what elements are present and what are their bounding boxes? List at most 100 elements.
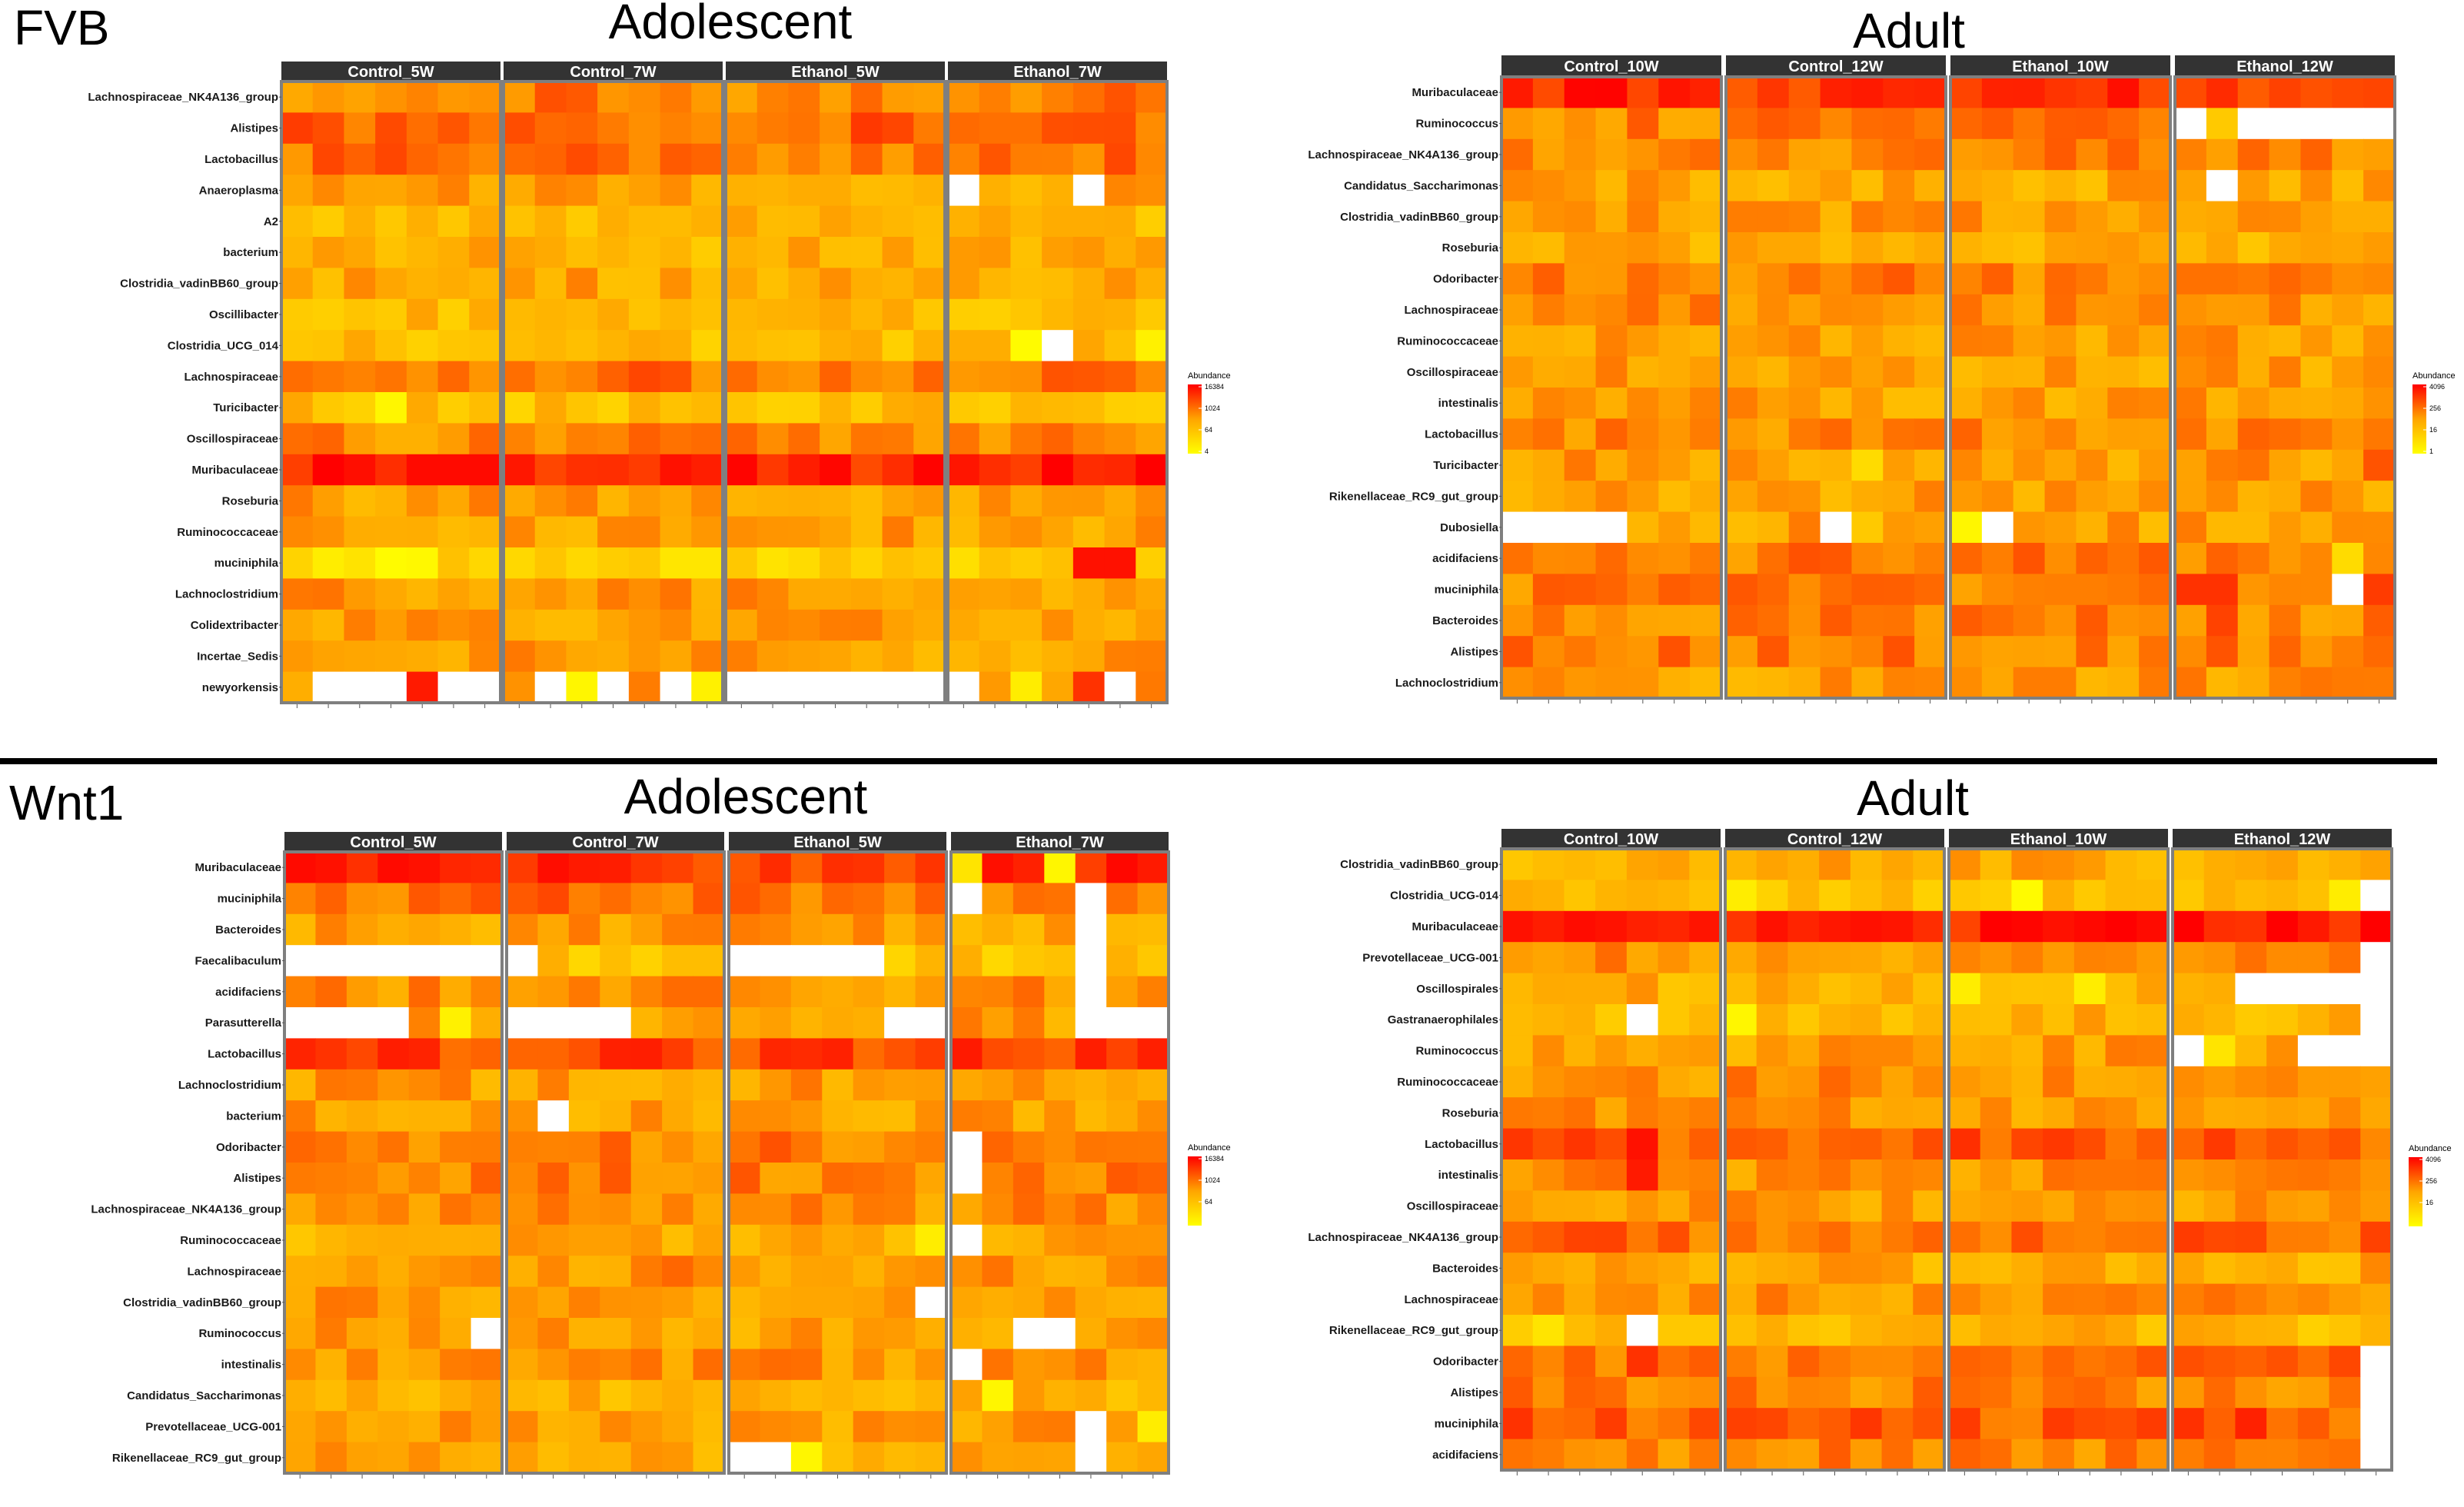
heatmap-cell [471, 1100, 503, 1133]
heatmap-cell [1044, 1131, 1076, 1163]
heatmap-cell [437, 268, 470, 300]
heatmap-cell [2297, 1408, 2330, 1440]
heatmap-cell [1820, 201, 1853, 233]
heatmap-cell [979, 268, 1012, 300]
heatmap-cell [2173, 1097, 2205, 1129]
heatmap-cell [756, 205, 790, 238]
heatmap-cell [693, 945, 725, 977]
heatmap-cell [691, 609, 723, 641]
heatmap-cell [630, 1007, 663, 1039]
heatmap-cell [882, 330, 914, 362]
heatmap-cell [850, 485, 883, 517]
heatmap-cell [729, 1349, 761, 1381]
heatmap-cell [408, 1286, 441, 1319]
heatmap-cell [1137, 1131, 1169, 1163]
heatmap-cell [1104, 112, 1136, 145]
heatmap-cell [2073, 1346, 2107, 1378]
heatmap-cell [2011, 973, 2043, 1005]
heatmap-cell [1532, 1128, 1565, 1160]
heatmap-cell [1501, 543, 1534, 574]
heatmap-cell [882, 392, 914, 424]
heatmap-cell [597, 640, 630, 673]
heatmap-cell [1564, 1066, 1596, 1098]
heatmap-cell [1501, 910, 1534, 943]
heatmap-cell [1104, 82, 1136, 113]
heatmap-cell [408, 1318, 441, 1349]
heatmap-cell [1689, 973, 1721, 1005]
heatmap-cell [660, 516, 692, 548]
row-label: Ruminococcus [1415, 118, 1498, 131]
heatmap-cell [2237, 418, 2270, 451]
heatmap-cell [1658, 1408, 1690, 1440]
heatmap-cell [691, 578, 723, 610]
heatmap-cell [408, 1224, 441, 1256]
heatmap-cell [1595, 1283, 1628, 1316]
heatmap-cell [630, 1224, 663, 1256]
heatmap-cell [1980, 1190, 2013, 1223]
heatmap-cell [568, 1318, 600, 1349]
heatmap-cell [1595, 108, 1628, 140]
heatmap-cell [820, 268, 852, 300]
heatmap-cell [2300, 108, 2333, 140]
heatmap-cell [982, 1100, 1014, 1133]
heatmap-cell [281, 423, 314, 455]
heatmap-cell [568, 913, 600, 946]
heatmap-cell [1850, 1035, 1883, 1067]
heatmap-cell [1532, 543, 1565, 574]
heatmap-cell [915, 1411, 947, 1443]
heatmap-cell [1075, 1131, 1107, 1163]
heatmap-cell [315, 1379, 347, 1412]
row-label: Roseburia [1442, 1106, 1499, 1119]
heatmap-cell [756, 175, 790, 207]
heatmap-cell [2235, 1066, 2267, 1098]
heatmap-cell [979, 454, 1012, 486]
heatmap-cell [2300, 356, 2333, 388]
heatmap-cell [982, 1007, 1014, 1039]
heatmap-cell [691, 454, 723, 486]
heatmap-cell [2206, 170, 2239, 202]
heatmap-cell [979, 237, 1012, 268]
heatmap-cell [2076, 388, 2108, 419]
heatmap-cell [1851, 604, 1884, 637]
row-label: intestinalis [1438, 397, 1498, 410]
heatmap-cell [1501, 325, 1534, 358]
heatmap-cell [1788, 511, 1821, 544]
heatmap-cell [1104, 175, 1136, 207]
heatmap-cell [1788, 667, 1821, 699]
heatmap-cell [377, 1379, 410, 1412]
heatmap-cell [756, 143, 790, 175]
heatmap-cell [1564, 449, 1597, 481]
heatmap-cell [377, 1193, 410, 1226]
heatmap-cell [1881, 1097, 1914, 1129]
heatmap-cell [662, 1286, 694, 1319]
heatmap-cell [1819, 1066, 1851, 1098]
heatmap-cell [2329, 1035, 2361, 1067]
heatmap-cell [726, 175, 758, 207]
heatmap-cell [948, 268, 980, 300]
heatmap-cell [1883, 574, 1915, 606]
heatmap-cell [2266, 1439, 2299, 1471]
heatmap-cell [2073, 1190, 2107, 1223]
heatmap-cell [1689, 1346, 1721, 1378]
heatmap-cell [1756, 1190, 1789, 1223]
heatmap-cell [1136, 485, 1168, 517]
heatmap-cell [2107, 138, 2140, 171]
heatmap-cell [2332, 138, 2364, 171]
heatmap-cell [2363, 418, 2396, 451]
heatmap-cell [312, 268, 345, 300]
heatmap-cell [2269, 388, 2302, 419]
heatmap-cell [1532, 201, 1565, 233]
heatmap-cell [913, 392, 946, 424]
heatmap-cell [660, 205, 692, 238]
heatmap-cell [2043, 1346, 2075, 1378]
heatmap-cell [820, 454, 852, 486]
heatmap-cell [406, 205, 439, 238]
facet-strip [1949, 829, 2168, 849]
heatmap-cell [693, 1411, 725, 1443]
heatmap-cell [281, 516, 314, 548]
heatmap-cell [979, 640, 1012, 673]
heatmap-cell [375, 609, 407, 641]
heatmap-cell [1726, 388, 1758, 419]
heatmap-cell [2360, 1346, 2393, 1378]
heatmap-cell [344, 578, 376, 610]
